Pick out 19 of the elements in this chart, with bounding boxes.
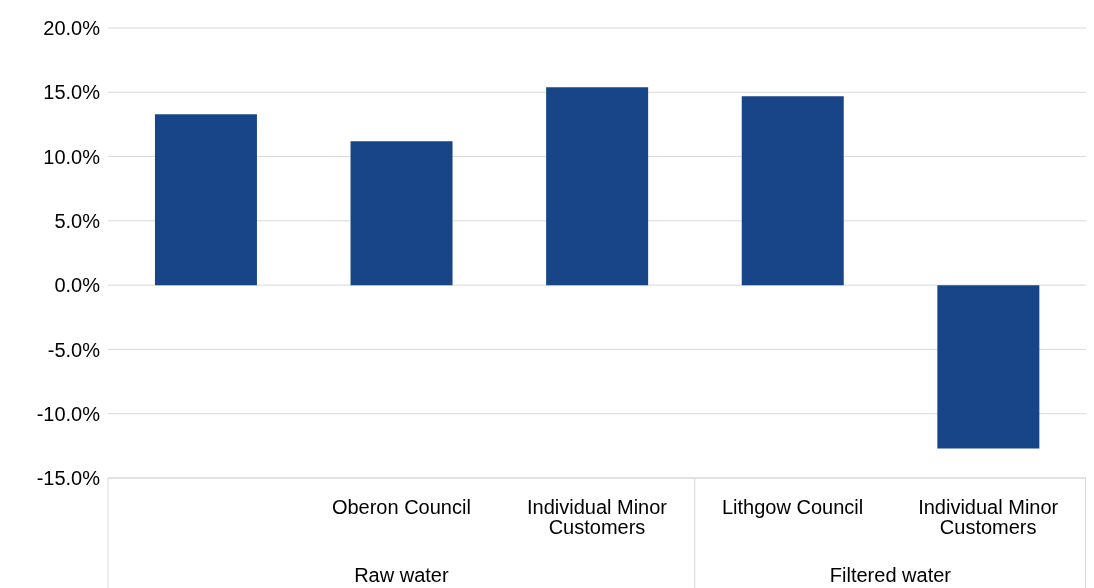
text: Filtered water — [829, 564, 952, 586]
y-tick-label: 15.0% — [43, 81, 101, 104]
bar — [741, 96, 844, 286]
x-tick-label: Oberon Council — [331, 496, 471, 519]
bar — [350, 141, 453, 286]
x-tick-label: Individual Minor Customers — [526, 496, 668, 539]
x-tick-label: Individual Minor Customers — [918, 496, 1059, 539]
text: Raw water — [354, 564, 449, 586]
bar — [546, 87, 649, 286]
y-tick-label: -5.0% — [47, 338, 101, 361]
y-tick-label: 20.0% — [43, 17, 101, 40]
y-tick-label: 0.0% — [54, 274, 101, 297]
bar — [937, 285, 1040, 449]
bar — [154, 114, 257, 286]
y-tick-label: -10.0% — [36, 402, 101, 425]
y-tick-label: 10.0% — [43, 145, 101, 168]
x-tick-label: Lithgow Council — [722, 496, 864, 519]
y-tick-label: -15.0% — [36, 467, 101, 490]
y-tick-label: 5.0% — [54, 209, 101, 232]
